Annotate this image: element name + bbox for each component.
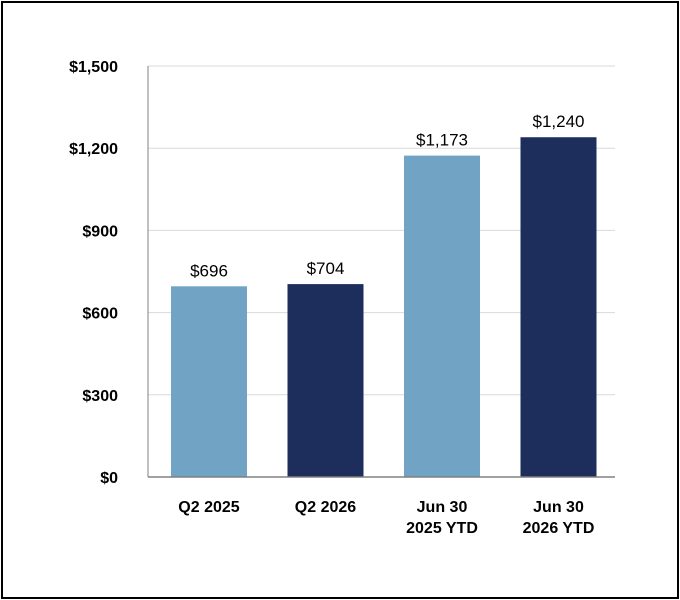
bar-value-label: $1,173 (416, 131, 468, 150)
bar-value-label: $704 (307, 259, 345, 278)
bar (171, 286, 247, 477)
y-tick-label: $600 (82, 306, 118, 323)
bar (287, 284, 364, 477)
x-tick-label: Q2 2026 (295, 499, 356, 516)
bar-value-label: $696 (190, 261, 228, 280)
x-tick-label: 2025 YTD (406, 520, 478, 537)
bar (520, 137, 597, 478)
x-tick-label: Jun 30 (533, 499, 584, 516)
x-tick-label: Q2 2025 (178, 499, 239, 516)
y-tick-label: $1,500 (69, 59, 118, 76)
x-tick-label: 2026 YTD (523, 520, 595, 537)
y-tick-label: $900 (82, 223, 118, 240)
bar-value-label: $1,240 (533, 112, 585, 131)
y-tick-label: $0 (100, 470, 118, 487)
y-tick-label: $1,200 (69, 141, 118, 158)
y-tick-label: $300 (82, 388, 118, 405)
x-tick-label: Jun 30 (417, 499, 468, 516)
bar (404, 155, 480, 477)
